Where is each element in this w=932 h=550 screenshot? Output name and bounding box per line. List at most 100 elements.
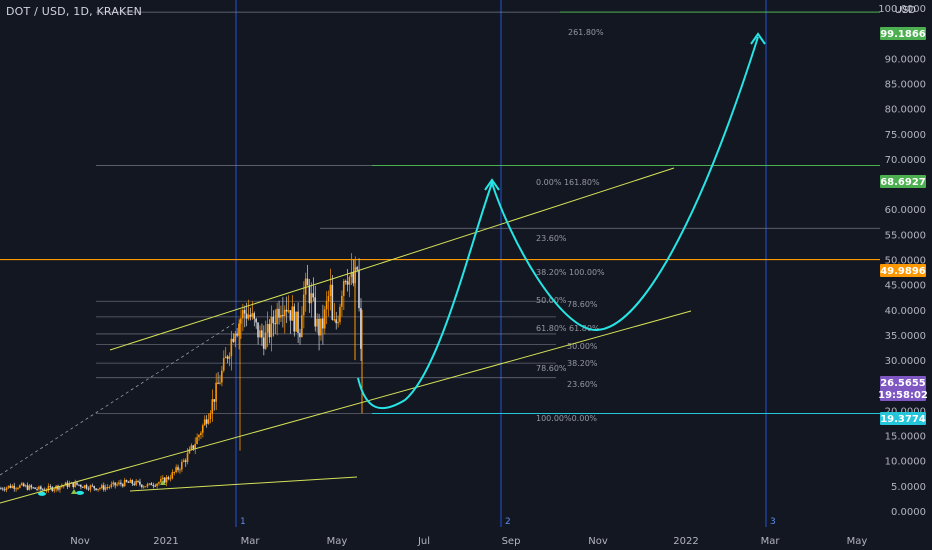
price-axis-label: 5.0000 xyxy=(891,482,926,493)
candle-body xyxy=(76,482,78,485)
candle-body xyxy=(339,306,341,322)
candle-body xyxy=(87,488,90,490)
candle-body xyxy=(144,486,147,488)
candle-body xyxy=(268,323,271,338)
vertical-line-label-2: 2 xyxy=(505,517,511,527)
candle-body xyxy=(80,484,82,487)
candle-body xyxy=(190,445,193,450)
candle-body xyxy=(293,306,296,332)
candle-body xyxy=(24,485,27,487)
candle-body xyxy=(102,485,105,490)
candle-body xyxy=(342,281,345,296)
candle-body xyxy=(13,485,15,489)
candle-body xyxy=(259,330,261,338)
candle-body xyxy=(257,322,259,338)
candle-body xyxy=(89,485,92,490)
candle-body xyxy=(131,480,134,484)
candle-body xyxy=(308,285,311,304)
candle-body xyxy=(45,490,48,492)
candle-body xyxy=(341,295,343,307)
candle-body xyxy=(146,484,149,487)
candle-body xyxy=(287,310,290,312)
candle-body xyxy=(348,277,351,285)
candle-body xyxy=(150,483,153,486)
candle-body xyxy=(40,486,42,490)
price-axis-label: 55.0000 xyxy=(885,230,926,241)
candle-body xyxy=(213,399,215,402)
candle-body xyxy=(1,488,4,490)
candle-body xyxy=(247,314,250,319)
candle-body xyxy=(198,434,200,438)
candle-body xyxy=(118,482,120,485)
price-tag-value: 68.6927 xyxy=(880,177,926,188)
fib-label: 38.20% xyxy=(567,359,598,368)
candle-body xyxy=(81,486,84,488)
candle-body xyxy=(57,485,59,490)
candle-body xyxy=(121,484,124,487)
time-axis-label: Nov xyxy=(588,536,608,547)
candle-body xyxy=(356,267,358,270)
candle-body xyxy=(139,481,141,485)
candle-body xyxy=(133,483,135,485)
candle-body xyxy=(7,485,10,488)
fib-label: 38.20% 100.00% xyxy=(536,268,605,277)
time-axis-label: Sep xyxy=(502,536,521,547)
candle-body xyxy=(249,314,252,317)
symbol-header[interactable]: DOT / USD, 1D, KRAKEN xyxy=(6,5,143,18)
candle-body xyxy=(352,272,355,284)
time-axis-label: Mar xyxy=(761,536,781,547)
candle-body xyxy=(11,485,14,488)
time-axis-label: 2022 xyxy=(673,536,698,547)
candle-body xyxy=(299,332,301,338)
fib-label: 261.80% xyxy=(568,28,604,37)
candle-body xyxy=(97,488,99,491)
channel-top-trendline xyxy=(109,270,358,351)
candle-body xyxy=(120,482,122,485)
price-axis-label: 75.0000 xyxy=(885,130,926,141)
candle-body xyxy=(297,311,299,333)
price-tag-box xyxy=(880,175,926,188)
candle-body xyxy=(205,419,208,424)
candle-body xyxy=(169,478,172,480)
candle-body xyxy=(184,460,187,462)
candle-body xyxy=(74,482,76,488)
candle-body xyxy=(114,482,116,486)
candle-body xyxy=(142,486,145,488)
candle-body xyxy=(203,419,206,426)
candle-body xyxy=(320,318,322,336)
fib-label: 78.60% xyxy=(536,364,567,373)
candle-body xyxy=(175,467,177,472)
projection-curve xyxy=(357,36,759,410)
candle-body xyxy=(173,471,175,473)
candle-body xyxy=(34,487,36,489)
candle-body xyxy=(152,485,155,487)
candle-body xyxy=(91,485,94,487)
candle-body xyxy=(177,467,179,470)
candle-body xyxy=(243,310,246,314)
price-tag-value: 49.9896 xyxy=(880,266,926,277)
candle-body xyxy=(327,296,330,302)
candle-body xyxy=(17,487,19,489)
price-tag-box xyxy=(880,27,926,40)
candle-body xyxy=(295,311,297,332)
candle-body xyxy=(160,478,162,483)
price-axis-label: 15.0000 xyxy=(885,432,926,443)
candle-body xyxy=(186,453,189,462)
price-axis-label: 100.0000 xyxy=(878,4,926,15)
candle-body xyxy=(49,486,52,488)
candle-body xyxy=(360,308,362,349)
candle-body xyxy=(112,482,115,485)
candle-body xyxy=(280,315,282,318)
candle-body xyxy=(200,432,202,435)
candle-body xyxy=(261,330,263,338)
candle-body xyxy=(19,485,21,488)
candle-body xyxy=(211,399,214,414)
candle-body xyxy=(165,477,168,483)
candle-body xyxy=(95,488,97,491)
channel-bottom-trendline xyxy=(0,310,692,504)
candle-body xyxy=(221,370,223,383)
candle-body xyxy=(62,485,65,487)
price-axis-label: 80.0000 xyxy=(885,105,926,116)
